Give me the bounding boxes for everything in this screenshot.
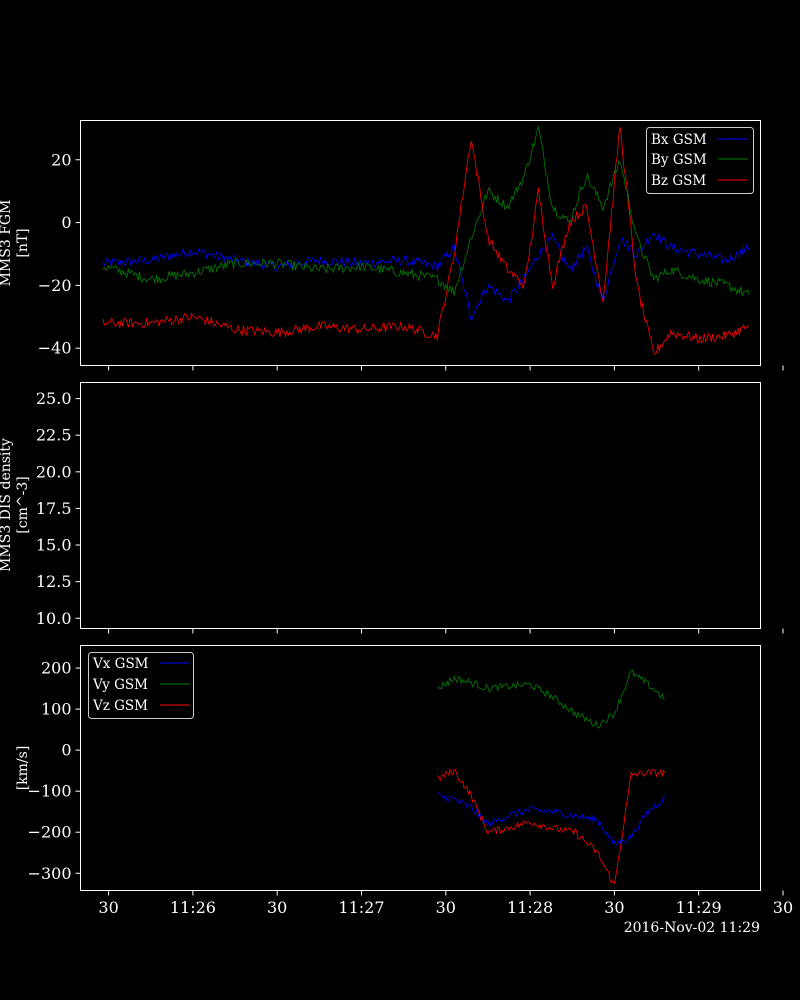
panel-density-frame <box>80 382 761 629</box>
panel-velocity-yticks: 200 100 0 −100 −200 −300 <box>28 659 81 883</box>
xtick-label: 30 <box>436 898 456 917</box>
panel-fgm-legend: Bx GSM By GSM Bz GSM <box>646 127 754 194</box>
series-vx-gsm <box>437 792 666 846</box>
panel-fgm-ylabel-line2: [nT] <box>15 228 31 257</box>
legend-by: By GSM <box>651 152 707 168</box>
legend-vy: Vy GSM <box>92 677 148 693</box>
series-bx-gsm <box>102 232 750 322</box>
ytick-label: 0 <box>61 741 71 760</box>
panel-fgm-ylabel: MMS3 FGM [nT] <box>0 200 31 287</box>
series-vy-gsm <box>437 669 666 729</box>
panel-density-yticks: 25.0 22.5 20.0 17.5 15.0 12.5 10.0 <box>36 389 81 628</box>
panel-velocity-ylabel-line2: [km/s] <box>15 746 31 791</box>
ytick-label: −40 <box>38 339 72 358</box>
panel-density-xticks <box>108 628 784 634</box>
panel-fgm-legend-box <box>646 127 754 194</box>
panel-velocity-series <box>437 669 666 885</box>
panel-density: 25.0 22.5 20.0 17.5 15.0 12.5 10.0 MMS3 DIS de… <box>0 382 784 634</box>
ytick-label: 22.5 <box>36 426 72 445</box>
ytick-label: 200 <box>41 659 72 678</box>
panel-density-ylabel-line2: [cm^-3] <box>15 476 31 533</box>
ytick-label: −20 <box>38 276 72 295</box>
panel-velocity-legend-box <box>88 652 194 719</box>
ytick-label: 20.0 <box>36 462 72 481</box>
xtick-label: 11:28 <box>507 898 553 917</box>
ytick-label: 25.0 <box>36 389 72 408</box>
xtick-label: 11:26 <box>170 898 216 917</box>
xtick-label: 11:29 <box>676 898 722 917</box>
panel-density-ylabel-line1: MMS3 DIS density <box>0 438 14 572</box>
panel-fgm: 20 0 −20 −40 MMS3 FGM [nT] Bx GSM By GSM Bz… <box>0 120 784 371</box>
xtick-label: 11:27 <box>338 898 384 917</box>
ytick-label: 100 <box>41 700 72 719</box>
ytick-label: −100 <box>28 782 72 801</box>
series-bz-gsm <box>102 127 750 356</box>
panel-fgm-ylabel-line1: MMS3 FGM <box>0 200 14 287</box>
xtick-label: 30 <box>98 898 118 917</box>
x-tick-labels: 30 11:26 30 11:27 30 11:28 30 11:29 30 <box>98 898 793 917</box>
xtick-label: 30 <box>267 898 287 917</box>
panel-fgm-yticks: 20 0 −20 −40 <box>38 150 81 358</box>
legend-bz: Bz GSM <box>651 173 706 189</box>
panel-velocity: 200 100 0 −100 −200 −300 [km/s] Vx GSM Vy GSM… <box>15 645 784 896</box>
panel-fgm-series <box>102 126 750 356</box>
legend-vz: Vz GSM <box>92 698 148 714</box>
panel-density-ylabel: MMS3 DIS density [cm^-3] <box>0 438 31 572</box>
panel-velocity-ylabel: [km/s] <box>15 746 31 791</box>
series-vz-gsm <box>437 768 666 885</box>
ytick-label: −300 <box>28 864 72 883</box>
series-by-gsm <box>102 126 750 297</box>
panel-velocity-xticks <box>108 890 784 896</box>
legend-vx: Vx GSM <box>92 656 149 672</box>
ytick-label: 20 <box>51 150 71 169</box>
ytick-label: 17.5 <box>36 499 72 518</box>
date-label: 2016-Nov-02 11:29 <box>624 920 760 936</box>
ytick-label: 0 <box>61 213 71 232</box>
legend-bx: Bx GSM <box>651 132 707 148</box>
panel-velocity-legend: Vx GSM Vy GSM Vz GSM <box>88 652 194 719</box>
ytick-label: 10.0 <box>36 609 72 628</box>
xtick-label: 30 <box>604 898 624 917</box>
panel-fgm-xticks <box>108 365 784 371</box>
ytick-label: −200 <box>28 823 72 842</box>
xtick-label: 30 <box>773 898 793 917</box>
ytick-label: 12.5 <box>36 572 72 591</box>
ytick-label: 15.0 <box>36 536 72 555</box>
